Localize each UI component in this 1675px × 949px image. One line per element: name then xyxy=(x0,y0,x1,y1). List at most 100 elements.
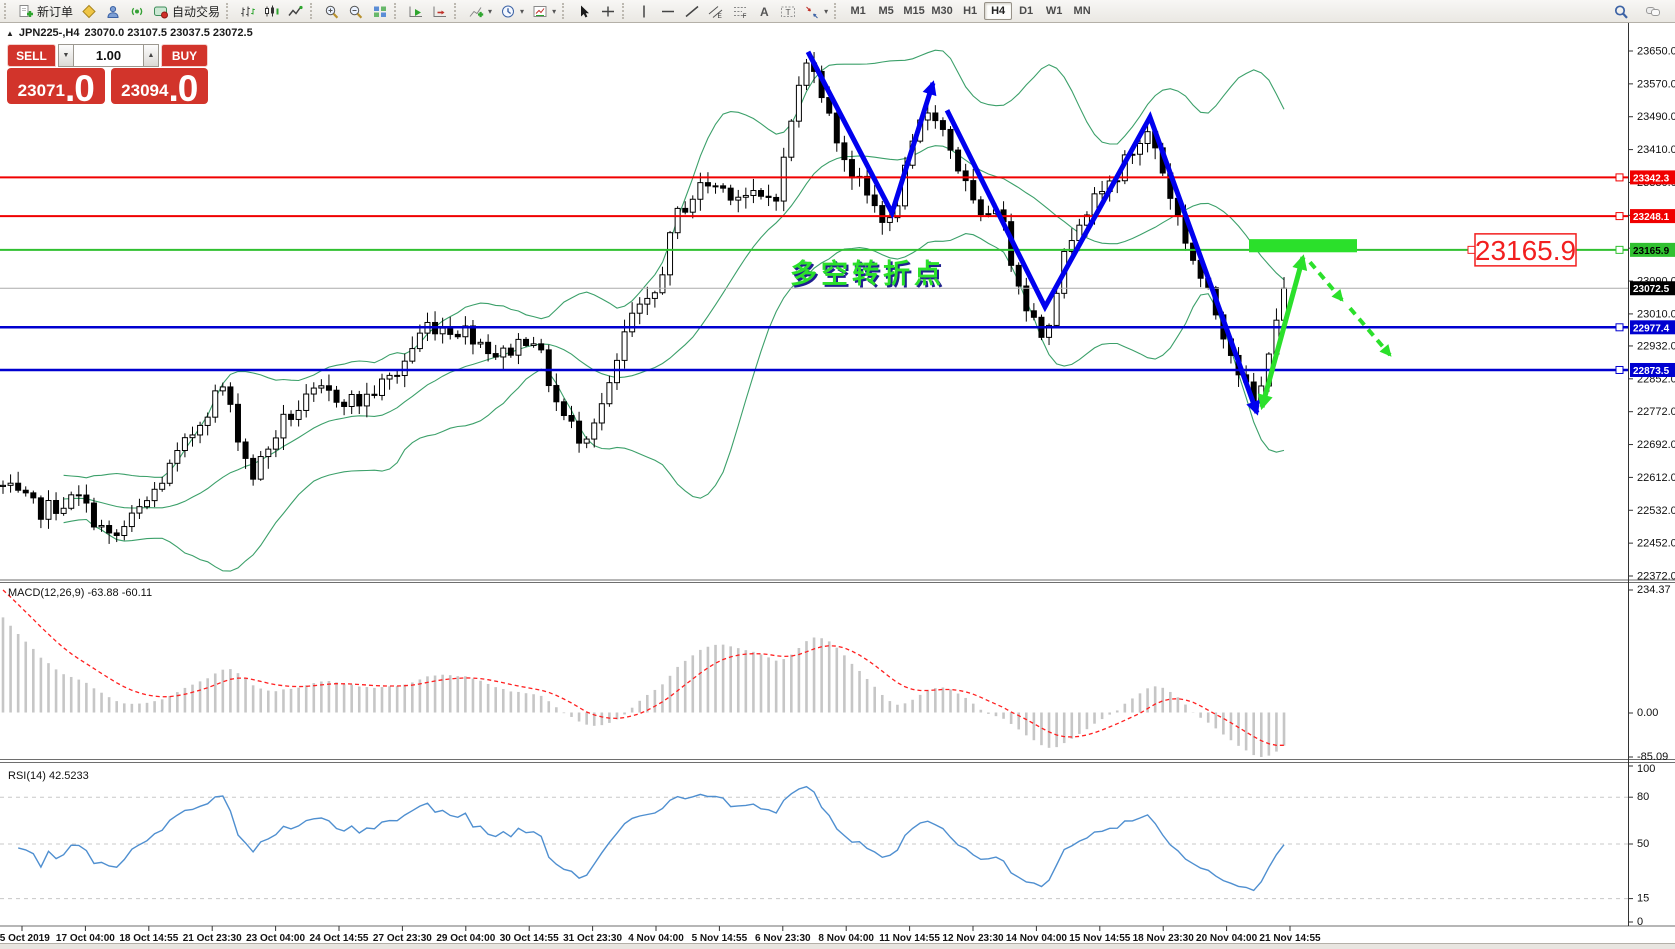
volume-input[interactable] xyxy=(74,44,143,67)
equidistant-channel-button[interactable]: E xyxy=(704,1,728,21)
toolbar-grip xyxy=(310,3,316,19)
zigzag-segment-2[interactable] xyxy=(944,109,1260,416)
level-handle[interactable] xyxy=(1615,212,1624,221)
price-tick-label: 22932.0 xyxy=(1637,340,1675,352)
svg-text:E: E xyxy=(718,13,723,19)
periods-icon xyxy=(502,5,515,17)
toolbar-grip xyxy=(622,3,628,19)
zoom-out-button[interactable] xyxy=(344,1,368,21)
rsi-label: RSI(14) 42.5233 xyxy=(8,770,89,782)
zoom-out-icon xyxy=(349,5,363,18)
turning-point-annotation[interactable]: 多空转折点 xyxy=(790,258,945,289)
navigator-icon xyxy=(107,5,119,18)
date-tick-label: 5 Nov 14:55 xyxy=(692,933,748,943)
indicators-button[interactable]: ▾ xyxy=(464,1,496,21)
date-tick-label: 6 Nov 23:30 xyxy=(755,933,811,943)
terminal-button[interactable] xyxy=(125,1,149,21)
zigzag-segment-1[interactable] xyxy=(805,50,937,220)
timeframe-h4-button[interactable]: H4 xyxy=(984,2,1013,20)
buy-price-int: 23094 xyxy=(121,81,169,100)
arrows-button[interactable]: ▾ xyxy=(800,1,832,21)
price-tick-label: 22612.0 xyxy=(1637,472,1675,484)
level-handle[interactable] xyxy=(1615,323,1624,332)
sell-price-button[interactable]: 23071.0 xyxy=(7,68,105,104)
zoom-in-icon xyxy=(325,5,339,18)
line-chart-button[interactable] xyxy=(284,1,308,21)
text-label-icon: T xyxy=(781,6,796,17)
periods-button[interactable]: ▾ xyxy=(496,1,528,21)
autoscroll-button[interactable] xyxy=(404,1,428,21)
cursor-button[interactable] xyxy=(572,1,596,21)
status-bar xyxy=(0,943,1675,949)
chart-bars-icon xyxy=(241,6,255,16)
dropdown-caret-icon[interactable]: ▾ xyxy=(520,6,525,16)
price-tick-label: 23490.0 xyxy=(1637,111,1675,123)
trendline-button[interactable] xyxy=(680,1,704,21)
date-tick-label: 30 Oct 14:55 xyxy=(500,933,559,943)
dropdown-caret-icon[interactable]: ▾ xyxy=(824,6,829,16)
date-tick-label: 11 Nov 14:55 xyxy=(879,933,940,943)
tile-windows-button[interactable] xyxy=(368,1,392,21)
sell-button[interactable]: SELL xyxy=(7,44,56,67)
dropdown-caret-icon[interactable]: ▾ xyxy=(488,6,493,16)
main-toolbar: 新订单 自动交易 ▾ ▾ ▾ E F A T ▾ M1 M5 M15 M30 H1 H4 D1 W1 MN xyxy=(0,0,1675,23)
level-handle[interactable] xyxy=(1615,173,1624,182)
chart-canvas[interactable]: 23650.023570.023490.023410.023330.023250… xyxy=(0,23,1675,943)
templates-button[interactable]: ▾ xyxy=(528,1,560,21)
timeframe-d1-button[interactable]: D1 xyxy=(1012,2,1040,20)
crosshair-icon xyxy=(602,6,615,16)
chat-button[interactable] xyxy=(1641,1,1665,21)
vertical-line-button[interactable] xyxy=(632,1,656,21)
buy-button[interactable]: BUY xyxy=(161,44,208,67)
date-tick-label: 23 Oct 04:00 xyxy=(246,933,305,943)
bar-chart-button[interactable] xyxy=(236,1,260,21)
timeframe-h1-button[interactable]: H1 xyxy=(956,2,984,20)
chart-window[interactable]: 23650.023570.023490.023410.023330.023250… xyxy=(0,23,1675,943)
svg-text:23342.3: 23342.3 xyxy=(1633,173,1670,184)
chart-shift-button[interactable] xyxy=(428,1,452,21)
marketwatch-button[interactable] xyxy=(77,1,101,21)
new-order-button[interactable]: 新订单 xyxy=(14,1,77,21)
date-tick-label: 27 Oct 23:30 xyxy=(373,933,432,943)
timeframe-m1-button[interactable]: M1 xyxy=(844,2,872,20)
search-button[interactable] xyxy=(1609,1,1633,21)
price-callout-text[interactable]: 23165.9 xyxy=(1475,235,1576,266)
timeframe-m15-button[interactable]: M15 xyxy=(900,2,928,20)
turning-zone-bar[interactable] xyxy=(1249,239,1357,253)
level-price-label xyxy=(1630,170,1675,185)
timeframe-mn-button[interactable]: MN xyxy=(1068,2,1096,20)
price-callout-box[interactable] xyxy=(1474,233,1577,267)
buy-price-button[interactable]: 23094.0 xyxy=(110,68,208,104)
zigzag-trendlines[interactable] xyxy=(805,50,1260,416)
autotrading-button[interactable]: 自动交易 xyxy=(149,1,224,21)
level-handle[interactable] xyxy=(1615,245,1624,254)
projection-arrow-2[interactable] xyxy=(1348,306,1392,357)
timeframe-m30-button[interactable]: M30 xyxy=(928,2,956,20)
sell-price-frac: .0 xyxy=(64,68,95,104)
price-tick-label: 22772.0 xyxy=(1637,406,1675,418)
dropdown-caret-icon[interactable]: ▾ xyxy=(552,6,557,16)
volume-increase-button[interactable]: ▲ xyxy=(143,44,159,67)
level-handle[interactable] xyxy=(1615,365,1624,374)
bounce-arrow[interactable] xyxy=(1257,254,1308,411)
navigator-button[interactable] xyxy=(101,1,125,21)
svg-text:T: T xyxy=(786,7,791,17)
candlestick-chart-button[interactable] xyxy=(260,1,284,21)
zoom-in-button[interactable] xyxy=(320,1,344,21)
toolbar-grip xyxy=(4,3,10,19)
date-tick-label: 18 Nov 23:30 xyxy=(1133,933,1195,943)
date-axis[interactable]: 15 Oct 2019 17 Oct 04:00 18 Oct 14:55 21 Oc… xyxy=(0,926,1321,943)
crosshair-button[interactable] xyxy=(596,1,620,21)
timeframe-m5-button[interactable]: M5 xyxy=(872,2,900,20)
timeframe-w1-button[interactable]: W1 xyxy=(1040,2,1068,20)
text-label-button[interactable]: T xyxy=(776,1,800,21)
level-price-label xyxy=(1630,320,1675,335)
symbol-collapse-arrow[interactable]: ▲ xyxy=(6,28,14,38)
fibonacci-button[interactable]: F xyxy=(728,1,752,21)
volume-decrease-button[interactable]: ▼ xyxy=(58,44,74,67)
trendline-icon xyxy=(685,5,699,17)
text-button[interactable]: A xyxy=(752,1,776,21)
horizontal-line-button[interactable] xyxy=(656,1,680,21)
svg-text:多空转折点: 多空转折点 xyxy=(792,260,947,291)
